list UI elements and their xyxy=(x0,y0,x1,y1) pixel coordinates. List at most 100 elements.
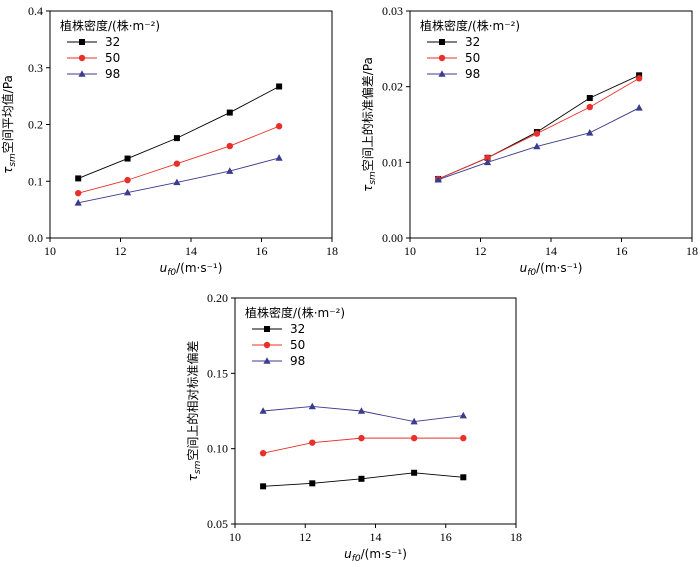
data-point-32 xyxy=(75,175,82,182)
data-point-32 xyxy=(276,83,283,90)
y-axis-label: τsm空间平均值/Pa xyxy=(0,75,18,174)
data-point-50 xyxy=(275,123,283,130)
legend-marker-32 xyxy=(264,326,270,332)
y-tick-label: 0.3 xyxy=(28,61,43,75)
data-point-50 xyxy=(484,154,491,161)
series-line-50 xyxy=(438,77,640,180)
legend-label-98: 98 xyxy=(290,354,305,368)
data-point-98 xyxy=(483,158,492,166)
data-point-98 xyxy=(357,407,366,414)
y-tick-label: 0.03 xyxy=(382,4,403,18)
x-tick-label: 16 xyxy=(440,530,452,544)
y-tick-label: 0.05 xyxy=(207,517,228,531)
data-point-50 xyxy=(586,103,593,111)
legend-title: 植株密度/(株·m⁻²) xyxy=(60,18,160,33)
data-point-32 xyxy=(309,480,316,487)
data-point-98 xyxy=(173,178,181,186)
data-point-98 xyxy=(275,154,283,161)
legend-label-32: 32 xyxy=(105,35,120,49)
x-tick-label: 12 xyxy=(299,530,311,544)
y-tick-label: 0.10 xyxy=(207,442,228,456)
legend-marker-50 xyxy=(438,54,446,62)
legend-label-50: 50 xyxy=(290,338,305,352)
x-tick-label: 14 xyxy=(545,244,557,258)
legend-label-98: 98 xyxy=(105,67,120,81)
y-tick-label: 0.20 xyxy=(207,291,228,305)
data-point-50 xyxy=(124,176,131,184)
data-point-32 xyxy=(124,155,131,162)
data-point-98 xyxy=(586,129,594,136)
y-axis-label: τsm空间上的标准偏差/Pa xyxy=(360,57,378,192)
data-point-50 xyxy=(226,142,233,150)
series-line-98 xyxy=(438,107,640,181)
data-point-50 xyxy=(75,189,82,197)
y-tick-label: 0.00 xyxy=(382,231,403,245)
x-tick-label: 14 xyxy=(185,244,197,258)
legend-label-32: 32 xyxy=(465,35,480,49)
legend-marker-50 xyxy=(263,341,271,349)
legend-title: 植株密度/(株·m⁻²) xyxy=(245,305,345,320)
chart-panel-1: 10 12 14 16 18 0.0 0.1 0.2 0.3 0.4 uf0/(m·s⁻¹) τsm空… xyxy=(0,4,338,278)
data-point-50 xyxy=(173,160,181,167)
data-point-50 xyxy=(635,75,643,82)
plot-frame xyxy=(409,10,693,239)
x-tick-label: 18 xyxy=(326,244,338,258)
data-point-50 xyxy=(533,130,541,137)
data-point-50 xyxy=(309,439,316,446)
data-point-50 xyxy=(410,434,418,442)
x-tick-label: 12 xyxy=(475,244,487,258)
data-point-32 xyxy=(226,109,233,116)
legend-marker-98 xyxy=(438,70,446,77)
data-point-98 xyxy=(226,167,234,174)
y-tick-label: 0.01 xyxy=(382,155,403,169)
legend-label-50: 50 xyxy=(105,51,120,65)
data-point-98 xyxy=(533,142,541,150)
y-tick-label: 0.1 xyxy=(28,174,43,188)
x-tick-label: 16 xyxy=(256,244,268,258)
data-point-98 xyxy=(434,175,442,183)
plot-frame xyxy=(234,297,517,525)
x-tick-label: 16 xyxy=(616,244,628,258)
y-tick-label: 0.02 xyxy=(382,80,403,94)
chart-panel-2: 10 12 14 16 18 0.00 0.01 0.02 0.03 uf0/(m·s⁻¹) τsm… xyxy=(360,4,698,278)
legend-marker-98 xyxy=(263,357,271,364)
x-tick-label: 12 xyxy=(115,244,127,258)
data-point-32 xyxy=(586,95,593,102)
data-point-50 xyxy=(460,434,467,442)
data-point-98 xyxy=(635,104,643,111)
legend-label-98: 98 xyxy=(465,67,480,81)
y-tick-label: 0.0 xyxy=(28,231,43,245)
data-point-50 xyxy=(358,434,365,442)
y-tick-label: 0.15 xyxy=(207,366,228,380)
data-point-98 xyxy=(123,188,132,196)
data-point-98 xyxy=(308,402,316,410)
data-point-98 xyxy=(259,407,267,414)
data-point-32 xyxy=(173,135,180,142)
legend-title: 植株密度/(株·m⁻²) xyxy=(420,18,520,33)
chart-panel-3: 10 12 14 16 18 0.05 0.10 0.15 0.20 uf0/(m·s⁻¹) τsm… xyxy=(185,291,522,564)
x-axis-label: uf0/(m·s⁻¹) xyxy=(520,261,583,278)
x-tick-label: 18 xyxy=(510,530,522,544)
legend-marker-50 xyxy=(78,54,86,62)
data-point-32 xyxy=(411,469,418,476)
y-axis-label: τsm空间上的相对标准偏差 xyxy=(185,341,203,482)
legend-marker-98 xyxy=(78,70,86,77)
x-tick-label: 14 xyxy=(370,530,382,544)
x-tick-label: 10 xyxy=(229,530,241,544)
series-line-32 xyxy=(438,74,640,180)
x-tick-label: 10 xyxy=(44,244,56,258)
data-point-98 xyxy=(74,199,82,206)
data-point-32 xyxy=(260,483,267,490)
x-tick-label: 18 xyxy=(686,244,698,258)
series-line-98 xyxy=(263,406,464,423)
data-point-32 xyxy=(358,475,365,482)
data-point-98 xyxy=(459,411,467,419)
data-point-98 xyxy=(410,417,418,425)
x-axis-label: uf0/(m·s⁻¹) xyxy=(344,547,407,564)
plot-frame xyxy=(49,10,333,239)
x-axis-label: uf0/(m·s⁻¹) xyxy=(160,261,223,278)
legend-marker-32 xyxy=(79,39,85,45)
legend-marker-32 xyxy=(439,39,445,45)
legend-label-32: 32 xyxy=(290,322,305,336)
